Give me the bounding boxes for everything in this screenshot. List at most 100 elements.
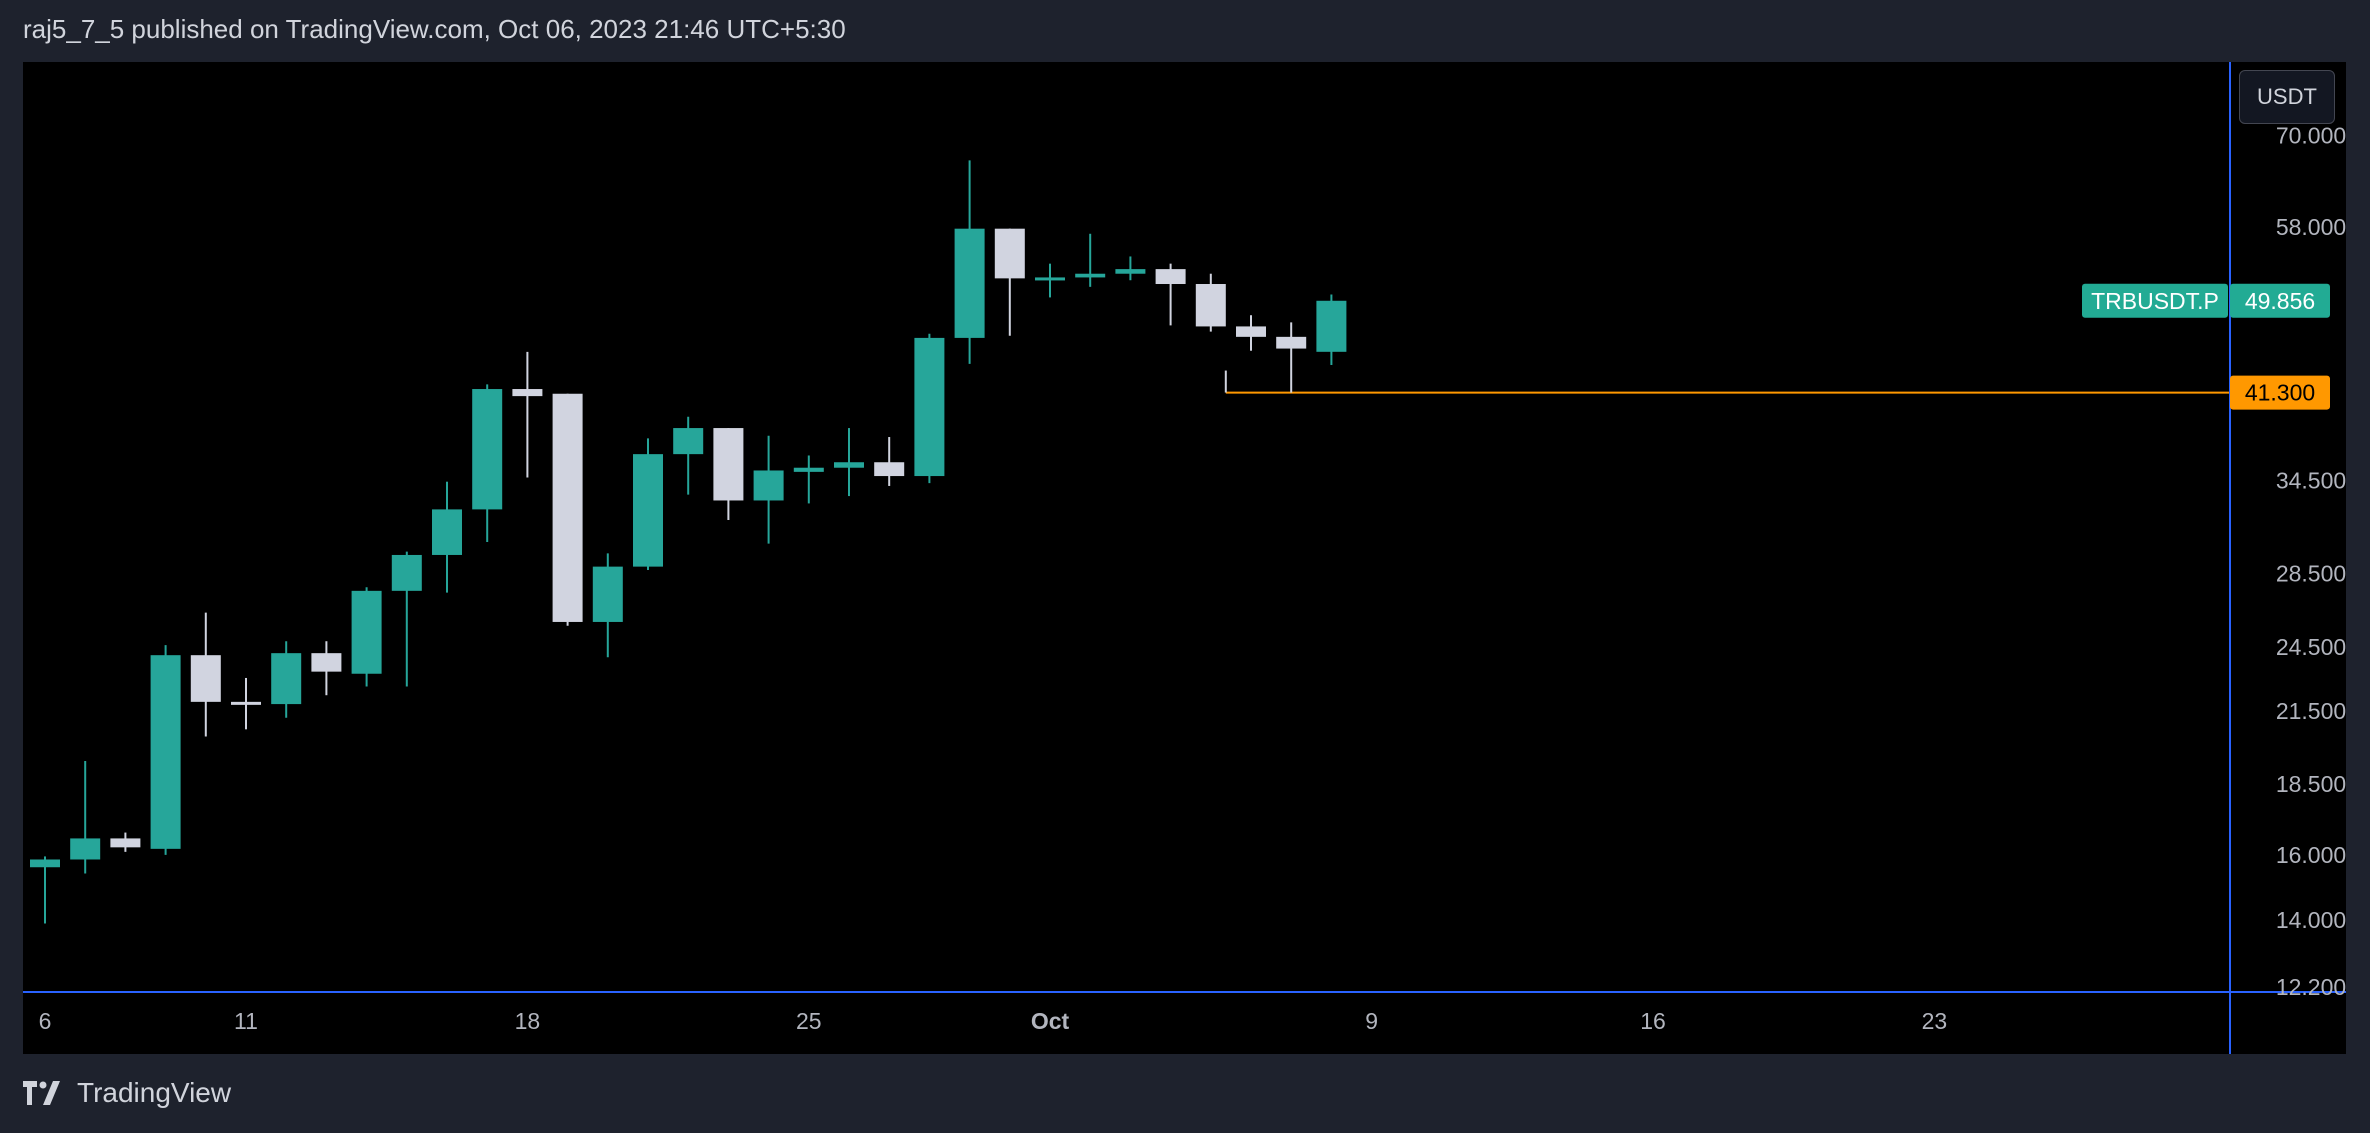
tag-layer: 41.300 TRBUSDT.P 49.856 xyxy=(2082,283,2330,410)
candle-body xyxy=(753,470,784,501)
candle xyxy=(954,160,985,364)
candle xyxy=(874,437,905,486)
candle-body xyxy=(552,393,583,622)
candle-body xyxy=(190,655,221,702)
candle xyxy=(1075,233,1106,287)
candle xyxy=(673,416,704,495)
candle xyxy=(1236,315,1266,351)
candle-body xyxy=(1316,300,1347,352)
candle xyxy=(633,438,663,571)
candle-body xyxy=(391,554,422,591)
candle xyxy=(311,641,342,696)
candle-layer xyxy=(30,160,1347,924)
candle xyxy=(1115,256,1146,281)
footer-logo: TradingView xyxy=(23,1077,231,1109)
candle-body xyxy=(994,228,1025,279)
candle xyxy=(391,551,422,687)
candle xyxy=(1195,273,1226,332)
candle xyxy=(592,553,623,658)
candle xyxy=(190,612,221,737)
candle-body xyxy=(592,566,623,622)
candle xyxy=(150,645,181,855)
last-price-tag xyxy=(2230,283,2330,318)
candle-body xyxy=(633,454,663,567)
footer-brand: TradingView xyxy=(77,1077,232,1108)
candle xyxy=(1035,263,1065,298)
candle xyxy=(1316,294,1347,366)
candle-body xyxy=(1276,336,1307,349)
level-price-tag xyxy=(2230,375,2330,410)
candle-body xyxy=(713,428,744,501)
publish-info: raj5_7_5 published on TradingView.com, O… xyxy=(23,14,846,44)
candle-body xyxy=(70,838,101,860)
candle-body xyxy=(1195,284,1226,327)
candle-body xyxy=(512,389,543,397)
candle-body xyxy=(1115,269,1146,274)
candle xyxy=(110,832,141,852)
last-price-label: 49.856 xyxy=(2245,288,2315,314)
symbol-tag xyxy=(2082,283,2228,318)
level-price-label: 41.300 xyxy=(2245,380,2315,406)
candle xyxy=(552,393,583,626)
candle xyxy=(472,384,503,542)
symbol-tag-label: TRBUSDT.P xyxy=(2091,288,2219,314)
x-tick-label: 16 xyxy=(1640,1008,1666,1034)
candle-body xyxy=(1075,273,1106,278)
candle-body xyxy=(1155,269,1186,285)
candle-body xyxy=(673,428,704,455)
candle xyxy=(1155,263,1186,326)
candle-body xyxy=(351,590,382,674)
x-tick-label: 6 xyxy=(39,1008,52,1034)
candle-body xyxy=(954,228,985,338)
candle-body xyxy=(432,509,462,555)
candle-body xyxy=(472,389,503,510)
axis-layer: 70.000 58.000 34.500 28.500 24.500 21.500 18.5… xyxy=(23,62,2346,1054)
candle-body xyxy=(793,467,824,472)
candle xyxy=(713,428,744,521)
y-tick-label: 18.500 xyxy=(2276,771,2346,797)
y-tick-label: 70.000 xyxy=(2276,122,2346,148)
candle xyxy=(753,435,784,544)
candle xyxy=(1276,322,1307,393)
x-tick-label: 11 xyxy=(234,1008,258,1034)
candle-body xyxy=(231,701,261,705)
x-tick-label: Oct xyxy=(1031,1008,1070,1034)
y-tick-label: 12.200 xyxy=(2276,974,2346,1000)
y-tick-label: 34.500 xyxy=(2276,467,2346,493)
x-tick-label: 23 xyxy=(1922,1008,1948,1034)
x-tick-label: 18 xyxy=(515,1008,541,1034)
y-tick-label: 16.000 xyxy=(2276,842,2346,868)
candle-body xyxy=(311,653,342,672)
candle xyxy=(914,333,945,484)
candle xyxy=(231,677,261,730)
candle-body xyxy=(150,655,181,849)
y-tick-label: 24.500 xyxy=(2276,634,2346,660)
candle xyxy=(512,351,543,478)
y-tick-label: 21.500 xyxy=(2276,698,2346,724)
candle xyxy=(793,455,824,504)
level-layer xyxy=(1224,370,2230,394)
chart-area[interactable]: 70.000 58.000 34.500 28.500 24.500 21.500 18.5… xyxy=(23,62,2346,1054)
candle xyxy=(271,641,302,718)
candle xyxy=(994,228,1025,336)
candle-body xyxy=(30,859,60,868)
candle xyxy=(30,856,60,924)
candlestick-chart[interactable]: 70.000 58.000 34.500 28.500 24.500 21.500 18.5… xyxy=(23,62,2346,1054)
candle xyxy=(70,760,101,874)
y-tick-label: 14.000 xyxy=(2276,907,2346,933)
x-tick-label: 9 xyxy=(1365,1008,1378,1034)
candle-body xyxy=(874,462,905,477)
candle-body xyxy=(110,838,141,848)
candle-body xyxy=(834,462,864,468)
candle-body xyxy=(1035,277,1065,281)
x-tick-label: 25 xyxy=(796,1008,822,1034)
y-tick-label: 58.000 xyxy=(2276,214,2346,240)
candle xyxy=(351,587,382,687)
currency-badge[interactable]: USDT xyxy=(2239,70,2335,124)
candle xyxy=(834,428,864,497)
candle-body xyxy=(271,653,302,705)
candle-body xyxy=(1236,326,1266,337)
candle xyxy=(432,481,462,593)
tradingview-logo-icon xyxy=(23,1081,60,1105)
